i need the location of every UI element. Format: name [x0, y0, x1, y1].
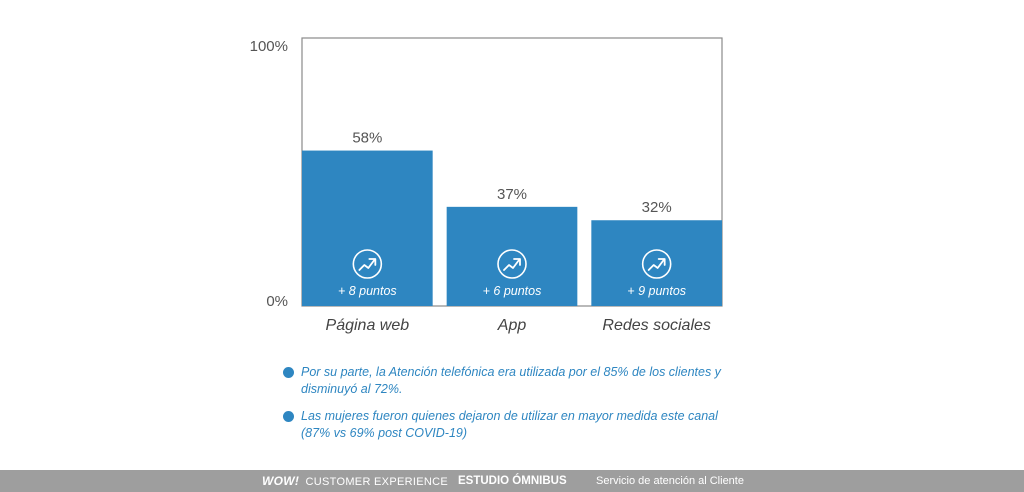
footer-study: ESTUDIO ÓMNIBUS	[458, 475, 567, 487]
data-label: 58%	[352, 130, 382, 147]
wow-logo: WOW!	[262, 474, 300, 488]
note-text: Por su parte, la Atención telefónica era…	[301, 365, 721, 396]
bar	[302, 150, 433, 306]
note-item: Las mujeres fueron quienes dejaron de ut…	[283, 408, 743, 442]
bar-chart: 100% 0% 58% + 8 puntos Página web 37% + 6 punt…	[250, 37, 723, 334]
notes-list: Por su parte, la Atención telefónica era…	[283, 364, 743, 452]
change-label: + 9 puntos	[627, 284, 686, 298]
footer-bar: WOW! CUSTOMER EXPERIENCE ESTUDIO ÓMNIBUS…	[0, 470, 1024, 492]
trend-up-icon-arrow	[657, 258, 666, 266]
x-tick-label: Redes sociales	[602, 317, 711, 334]
x-tick-label: Página web	[326, 317, 410, 334]
trend-up-icon-line	[647, 259, 665, 271]
y-tick-label: 0%	[266, 293, 288, 310]
change-label: + 8 puntos	[338, 284, 397, 298]
trend-up-icon-line	[358, 259, 376, 271]
data-label: 32%	[642, 199, 672, 216]
trend-up-icon-arrow	[368, 258, 377, 266]
note-item: Por su parte, la Atención telefónica era…	[283, 364, 743, 398]
change-label: + 6 puntos	[483, 284, 542, 298]
bullet-dot-icon	[283, 367, 294, 378]
x-tick-label: App	[497, 317, 527, 334]
trend-up-icon-arrow	[513, 258, 521, 266]
bar	[446, 206, 578, 306]
bullet-dot-icon	[283, 411, 294, 422]
note-text: Las mujeres fueron quienes dejaron de ut…	[301, 409, 718, 440]
footer-brand: WOW! CUSTOMER EXPERIENCE	[262, 470, 448, 492]
trend-up-icon	[352, 249, 383, 279]
trend-up-icon	[641, 249, 672, 279]
trend-up-icon-line	[503, 259, 520, 271]
footer-brand-text: CUSTOMER EXPERIENCE	[305, 476, 448, 488]
footer-service: Servicio de atención al Cliente	[596, 475, 744, 487]
trend-up-icon	[497, 249, 527, 279]
bar	[591, 220, 722, 306]
data-label: 37%	[497, 186, 527, 203]
y-tick-label: 100%	[250, 38, 288, 55]
